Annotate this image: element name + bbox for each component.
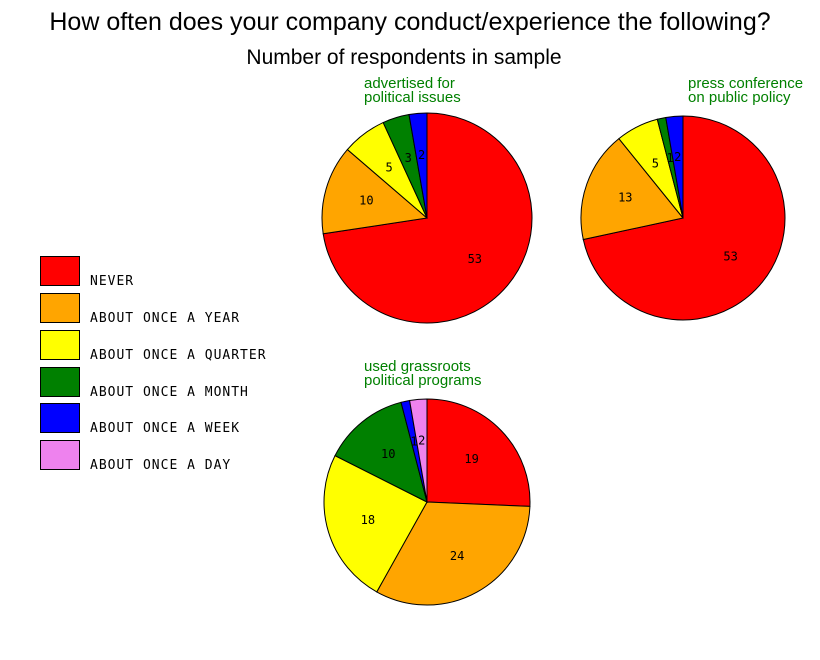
pie-slice-about-once-a-quarter xyxy=(323,454,428,593)
chart-subtitle: Number of respondents in sample xyxy=(246,46,562,69)
legend-label-yearly: ABOUT ONCE A YEAR xyxy=(90,311,241,326)
legend-swatch-quarterly xyxy=(40,330,80,360)
pie-slice-value-label: 10 xyxy=(359,194,373,208)
legend-item-quarterly: ABOUT ONCE A QUARTER xyxy=(40,330,300,363)
pie-title-line: advertised for xyxy=(364,75,455,92)
pie-slice-value-label: 1 xyxy=(410,435,417,449)
pie-slice-about-once-a-week xyxy=(665,115,684,219)
pie-title-line: press conference xyxy=(688,75,803,92)
pie-slice-about-once-a-month xyxy=(334,401,428,503)
pie-slice-value-label: 10 xyxy=(381,447,395,461)
pie-slice-value-label: 3 xyxy=(405,151,412,165)
legend-label-daily: ABOUT ONCE A DAY xyxy=(90,458,232,473)
legend-swatch-daily xyxy=(40,440,80,470)
legend-item-weekly: ABOUT ONCE A WEEK xyxy=(40,403,300,436)
pie-slice-value-label: 2 xyxy=(674,150,681,164)
pie-slice-value-label: 5 xyxy=(652,156,659,170)
pie-slice-value-label: 5 xyxy=(385,161,392,175)
legend-label-never: NEVER xyxy=(90,274,135,289)
legend-label-quarterly: ABOUT ONCE A QUARTER xyxy=(90,348,267,363)
pie-slice-never xyxy=(582,115,786,321)
pie-slice-value-label: 2 xyxy=(418,148,425,162)
pie-slice-about-once-a-year xyxy=(580,137,684,241)
pie-slice-never xyxy=(426,398,531,507)
pie-slice-about-once-a-week xyxy=(408,112,428,219)
pie-slice-value-label: 1 xyxy=(666,151,673,165)
legend-swatch-monthly xyxy=(40,367,80,397)
pie-slice-about-once-a-year xyxy=(321,148,429,235)
legend-swatch-weekly xyxy=(40,403,80,433)
pie-slice-value-label: 13 xyxy=(618,191,632,205)
legend-item-monthly: ABOUT ONCE A MONTH xyxy=(40,367,300,400)
legend-item-yearly: ABOUT ONCE A YEAR xyxy=(40,293,300,326)
pie-slice-value-label: 24 xyxy=(450,549,464,563)
pie-title-line: on public policy xyxy=(688,89,791,106)
pie-slice-value-label: 53 xyxy=(468,252,482,266)
legend-label-monthly: ABOUT ONCE A MONTH xyxy=(90,385,249,400)
pie-title-line: used grassroots xyxy=(364,358,471,375)
pie-slice-value-label: 2 xyxy=(418,433,425,447)
pie-title-line: political issues xyxy=(364,89,461,106)
legend-item-never: NEVER xyxy=(40,256,300,289)
pie-slice-about-once-a-day xyxy=(409,398,428,503)
pie-slice-about-once-a-year xyxy=(376,501,531,606)
chart-title: How often does your company conduct/expe… xyxy=(49,8,771,36)
pie-slice-value-label: 53 xyxy=(723,249,737,263)
pie-title-line: political programs xyxy=(364,372,482,389)
legend-swatch-yearly xyxy=(40,293,80,323)
pie-slice-value-label: 19 xyxy=(464,452,478,466)
legend-label-weekly: ABOUT ONCE A WEEK xyxy=(90,421,241,436)
legend-swatch-never xyxy=(40,256,80,286)
legend-item-daily: ABOUT ONCE A DAY xyxy=(40,440,300,473)
pie-slice-value-label: 18 xyxy=(361,513,375,527)
